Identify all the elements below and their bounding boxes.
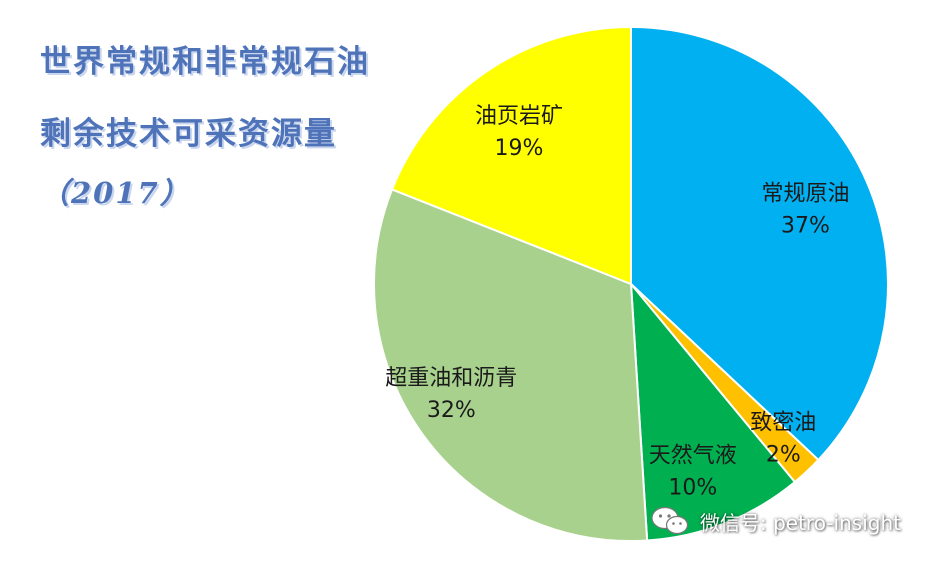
slice-percent-label-4: 32%: [427, 398, 476, 423]
slice-name-label-1: 常规原油: [761, 182, 849, 207]
chart-title-year: （2017）: [40, 176, 191, 210]
slice-name-label-3: 天然气液: [649, 443, 737, 468]
pie-slice-3: [629, 280, 797, 542]
pie-slice-5: [390, 25, 632, 286]
slice-percent-label-5: 19%: [495, 136, 544, 161]
wechat-icon: [651, 506, 689, 535]
slice-percent-label-3: 10%: [668, 475, 717, 500]
slice-percent-label-2: 2%: [766, 443, 801, 468]
pie-slice-4: [373, 188, 649, 542]
slice-name-label-5: 油页岩矿: [475, 104, 563, 129]
slice-name-label-2: 致密油: [750, 411, 816, 436]
watermark-text: 微信号: petro-insight: [700, 510, 901, 535]
slice-name-label-4: 超重油和沥青: [385, 366, 517, 391]
watermark: 微信号: petro-insight: [650, 503, 901, 539]
slice-percent-label-1: 37%: [781, 214, 830, 239]
chart-title-line-2: 剩余技术可采资源量: [40, 116, 337, 152]
pie-slice-1: [630, 25, 889, 462]
chart-title-line-1: 世界常规和非常规石油: [40, 44, 370, 80]
